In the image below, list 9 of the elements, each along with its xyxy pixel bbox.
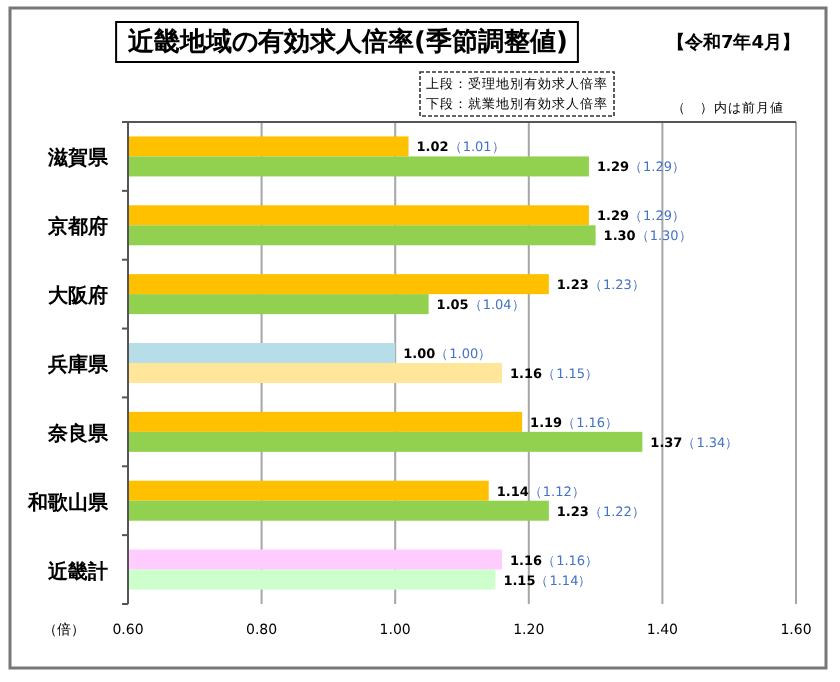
- y-tick-label: 滋賀県: [46, 146, 110, 171]
- y-tick-label: 兵庫県: [46, 353, 110, 377]
- y-tick-label: 奈良県: [46, 421, 110, 446]
- chart-title: 近畿地域の有効求人倍率(季節調整値): [126, 26, 568, 58]
- y-tick-label: 和歌山県: [26, 490, 110, 515]
- y-tick-label: 近畿計: [46, 559, 108, 584]
- y-tick-label: 京都府: [46, 215, 108, 240]
- y-tick-label: 大阪府: [46, 284, 108, 309]
- chart-subtitle: 【令和7年4月】: [666, 32, 800, 54]
